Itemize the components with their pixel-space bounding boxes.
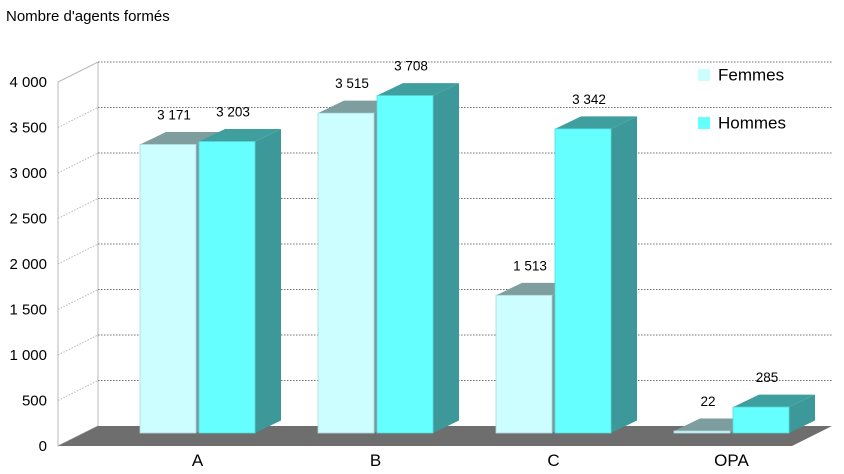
- gridline-side: [57, 334, 99, 356]
- x-tick-label: OPA: [714, 451, 749, 470]
- data-label: 1 513: [513, 258, 547, 273]
- data-label: 3 171: [157, 107, 191, 122]
- bar-top: [733, 394, 815, 408]
- bar-side: [789, 394, 815, 433]
- y-tick-label: 2 000: [9, 256, 47, 273]
- data-label: 3 342: [572, 92, 606, 107]
- bar-hommes-b[interactable]: [376, 95, 434, 434]
- gridline-side: [57, 152, 99, 174]
- bar-side: [433, 83, 459, 433]
- y-axis: 0 500 1 000 1 500 2 000 2 500 3 000 3 500 4 000: [9, 74, 47, 455]
- bar-side: [255, 129, 281, 433]
- data-label: 3 515: [335, 76, 369, 91]
- legend-swatch-hommes: [698, 117, 710, 129]
- data-label: 285: [756, 370, 779, 385]
- bar-side: [611, 116, 637, 433]
- bar-femmes-opa[interactable]: [673, 430, 731, 434]
- y-tick-label: 2 500: [9, 210, 47, 227]
- bar-top: [199, 129, 281, 142]
- legend-swatch-femmes: [698, 69, 710, 81]
- data-labels: 3 171 3 203 3 515 3 708 1 513 3 342 22 285: [157, 59, 778, 409]
- y-tick-label: 4 000: [9, 74, 47, 91]
- y-tick-label: 500: [22, 392, 47, 409]
- gridline-side: [57, 107, 99, 128]
- bar-femmes-a[interactable]: [139, 144, 197, 434]
- gridline-side: [57, 380, 99, 401]
- bar-femmes-b[interactable]: [317, 112, 375, 434]
- legend-label: Femmes: [718, 65, 784, 84]
- x-tick-label: A: [192, 451, 204, 470]
- y-tick-label: 1 500: [9, 301, 47, 318]
- y-tick-label: 0: [39, 438, 47, 455]
- bar-top: [377, 83, 459, 96]
- gridlines: [57, 61, 832, 401]
- gridline-side: [57, 289, 99, 310]
- bar-femmes-c[interactable]: [495, 294, 553, 434]
- x-tick-label: C: [547, 451, 559, 470]
- data-label: 3 203: [216, 105, 250, 120]
- legend: Femmes Hommes: [698, 65, 786, 132]
- x-axis: A B C OPA: [192, 451, 750, 470]
- chart-title: Nombre d'agents formés: [6, 8, 170, 25]
- gridline-side: [57, 61, 99, 83]
- legend-label: Hommes: [718, 113, 786, 132]
- gridline-side: [57, 198, 99, 219]
- y-tick-label: 3 000: [9, 165, 47, 182]
- bar-top: [555, 116, 637, 129]
- y-tick-label: 3 500: [9, 119, 47, 136]
- gridline-side: [57, 243, 99, 265]
- bar-hommes-opa[interactable]: [732, 406, 790, 434]
- x-tick-label: B: [370, 451, 381, 470]
- data-label: 22: [700, 394, 715, 409]
- bar-hommes-c[interactable]: [554, 128, 612, 434]
- bar-series: [139, 83, 815, 434]
- bar-hommes-a[interactable]: [198, 141, 256, 434]
- data-label: 3 708: [394, 59, 428, 74]
- y-tick-label: 1 000: [9, 347, 47, 364]
